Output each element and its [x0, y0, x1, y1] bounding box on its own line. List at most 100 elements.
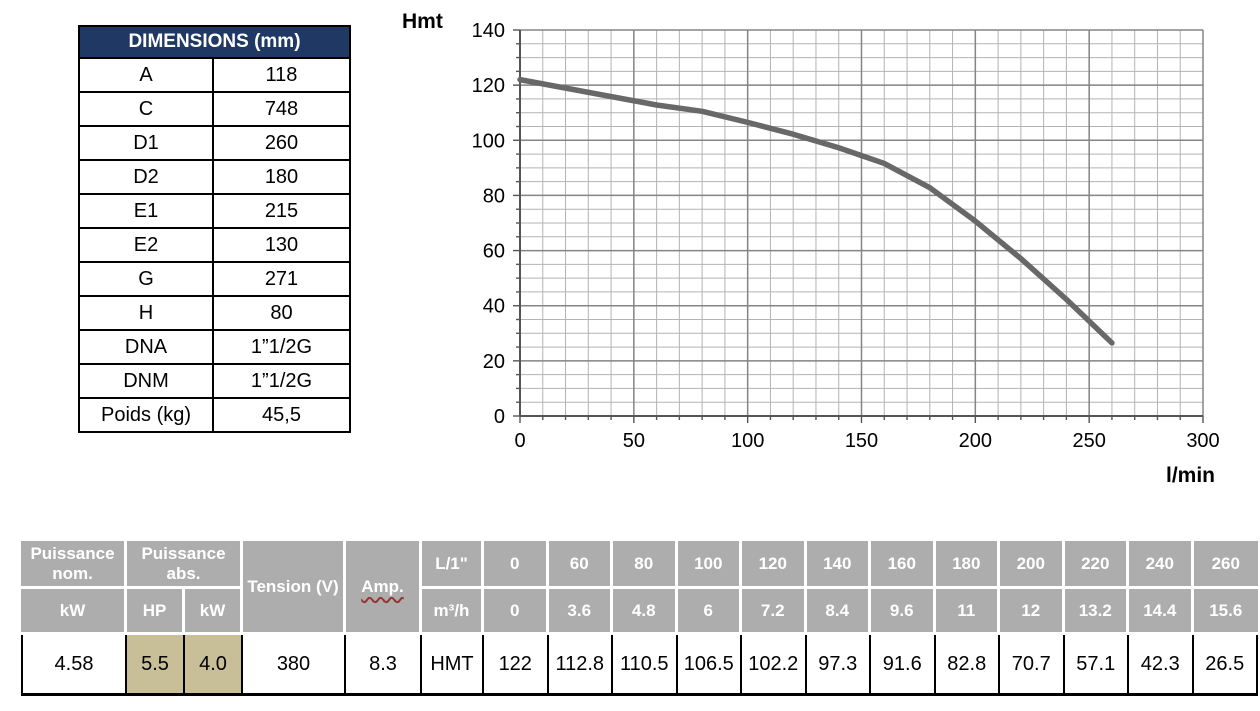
puissance-abs-kw-value: 4.0	[185, 635, 243, 696]
dimension-value: 45,5	[212, 397, 351, 433]
flow-header-cell: 60	[548, 541, 613, 589]
tension-header: Tension (V)	[243, 541, 346, 635]
flow-header-cell: 180	[935, 541, 1000, 589]
chart-x-axis-title: l/min	[1166, 464, 1216, 487]
amp-header: Amp.	[346, 541, 422, 635]
dimension-value: 1”1/2G	[212, 329, 351, 365]
hmt-row-label: HMT	[422, 635, 484, 696]
dimension-row: DNM 1”1/2G	[78, 363, 351, 399]
flow-header-cell: 7.2	[742, 589, 807, 635]
dimension-row: E2 130	[78, 227, 351, 263]
dimension-value: 180	[212, 159, 351, 195]
dimension-value: 1”1/2G	[212, 363, 351, 399]
y-axis-tick-label: 60	[483, 241, 505, 263]
flow-lmin-header: L/1"	[422, 541, 484, 589]
flow-header-cell: 11	[935, 589, 1000, 635]
dimensions-header-row: DIMENSIONS (mm)	[78, 25, 351, 59]
y-axis-tick-label: 100	[472, 130, 505, 152]
y-axis-tick-label: 20	[483, 351, 505, 373]
hmt-curve	[517, 76, 1115, 346]
dimension-value: 271	[212, 261, 351, 297]
hmt-value-cell: 112.8	[548, 635, 613, 696]
hmt-value-cell: 91.6	[871, 635, 936, 696]
flow-header-cell: 14.4	[1129, 589, 1194, 635]
dimension-label: Poids (kg)	[78, 397, 214, 433]
dimension-value: 130	[212, 227, 351, 263]
dimension-value: 260	[212, 125, 351, 161]
dimension-label: E2	[78, 227, 214, 263]
dimension-row: G 271	[78, 261, 351, 297]
dimension-row: H 80	[78, 295, 351, 331]
pump-curve-chart: 0 50 100 150 200 250 300 0 20 40 60 80 100 120 140	[472, 20, 1220, 452]
flow-header-cell: 260	[1193, 541, 1258, 589]
x-axis-tick-label: 150	[845, 430, 878, 452]
puissance-abs-hp-value: 5.5	[127, 635, 185, 696]
dimension-row: C 748	[78, 91, 351, 127]
dimension-label: DNM	[78, 363, 214, 399]
dimensions-table-title: DIMENSIONS (mm)	[78, 25, 351, 59]
flow-header-cell: 140	[806, 541, 871, 589]
puissance-nom-value: 4.58	[21, 635, 127, 696]
hmt-value-cell: 110.5	[613, 635, 678, 696]
dimensions-table: DIMENSIONS (mm) A 118 C 748 D1 260 D2 18…	[78, 25, 351, 433]
hmt-value-cell: 26.5	[1193, 635, 1258, 696]
y-axis-tick-label: 0	[494, 406, 505, 428]
y-axis-tick-label: 140	[472, 20, 505, 42]
dimension-value: 215	[212, 193, 351, 229]
flow-header-cell: 13.2	[1064, 589, 1129, 635]
flow-header-cell: 220	[1064, 541, 1129, 589]
chart-y-axis-title: Hmt	[402, 10, 443, 33]
flow-header-cell: 0	[484, 541, 549, 589]
hmt-value-cell: 42.3	[1129, 635, 1194, 696]
x-axis-tick-label: 50	[623, 430, 645, 452]
flow-header-cell: 9.6	[871, 589, 936, 635]
puissance-nom-unit: kW	[21, 589, 127, 635]
dimensions-table-body: A 118 C 748 D1 260 D2 180 E1 215 E2 130 …	[78, 57, 351, 433]
hmt-value-cell: 106.5	[677, 635, 742, 696]
flow-header-cell: 120	[742, 541, 807, 589]
x-axis-tick-label: 200	[959, 430, 992, 452]
dimension-row: Poids (kg) 45,5	[78, 397, 351, 433]
amp-value: 8.3	[346, 635, 422, 696]
flow-header-cell: 80	[613, 541, 678, 589]
dimension-label: E1	[78, 193, 214, 229]
flow-header-cell: 12	[1000, 589, 1065, 635]
specifications-table: Puissance nom. Puissance abs. Tension (V…	[21, 541, 1258, 696]
spec-header-row-1: Puissance nom. Puissance abs. Tension (V…	[21, 541, 1258, 635]
flow-header-cell: 3.6	[548, 589, 613, 635]
spec-data-row: 4.58 5.5 4.0 380 8.3 HMT 122 112.8 110.5…	[21, 635, 1258, 696]
hmt-value-cell: 122	[484, 635, 549, 696]
hmt-value-cell: 102.2	[742, 635, 807, 696]
flow-header-cell: 4.8	[613, 589, 678, 635]
dimension-label: D1	[78, 125, 214, 161]
flow-header-cell: 6	[677, 589, 742, 635]
flow-header-cell: 160	[871, 541, 936, 589]
dimension-label: A	[78, 57, 214, 93]
hmt-value-cell: 57.1	[1064, 635, 1129, 696]
dimension-row: A 118	[78, 57, 351, 93]
puissance-nom-header: Puissance nom.	[21, 541, 127, 589]
dimension-row: DNA 1”1/2G	[78, 329, 351, 365]
y-axis-tick-label: 120	[472, 75, 505, 97]
flow-header-cell: 15.6	[1193, 589, 1258, 635]
dimension-label: H	[78, 295, 214, 331]
dimension-value: 80	[212, 295, 351, 331]
y-axis-tick-label: 80	[483, 185, 505, 207]
hmt-value-cell: 82.8	[935, 635, 1000, 696]
hmt-value-cell: 97.3	[806, 635, 871, 696]
dimension-row: D1 260	[78, 125, 351, 161]
flow-header-cell: 200	[1000, 541, 1065, 589]
x-axis-tick-label: 0	[514, 430, 525, 452]
x-axis-tick-label: 300	[1186, 430, 1219, 452]
x-axis-tick-label: 250	[1072, 430, 1105, 452]
dimension-row: E1 215	[78, 193, 351, 229]
flow-header-cell: 0	[484, 589, 549, 635]
x-axis-tick-label: 100	[731, 430, 764, 452]
puissance-abs-header: Puissance abs.	[127, 541, 243, 589]
dimension-label: DNA	[78, 329, 214, 365]
spec-header-row-2: kW HP kW m³/h 0 3.6 4.8 6 7.2 8.4 9.6 11…	[21, 589, 1258, 635]
dimension-value: 748	[212, 91, 351, 127]
tension-value: 380	[243, 635, 346, 696]
flow-header-cell: 8.4	[806, 589, 871, 635]
